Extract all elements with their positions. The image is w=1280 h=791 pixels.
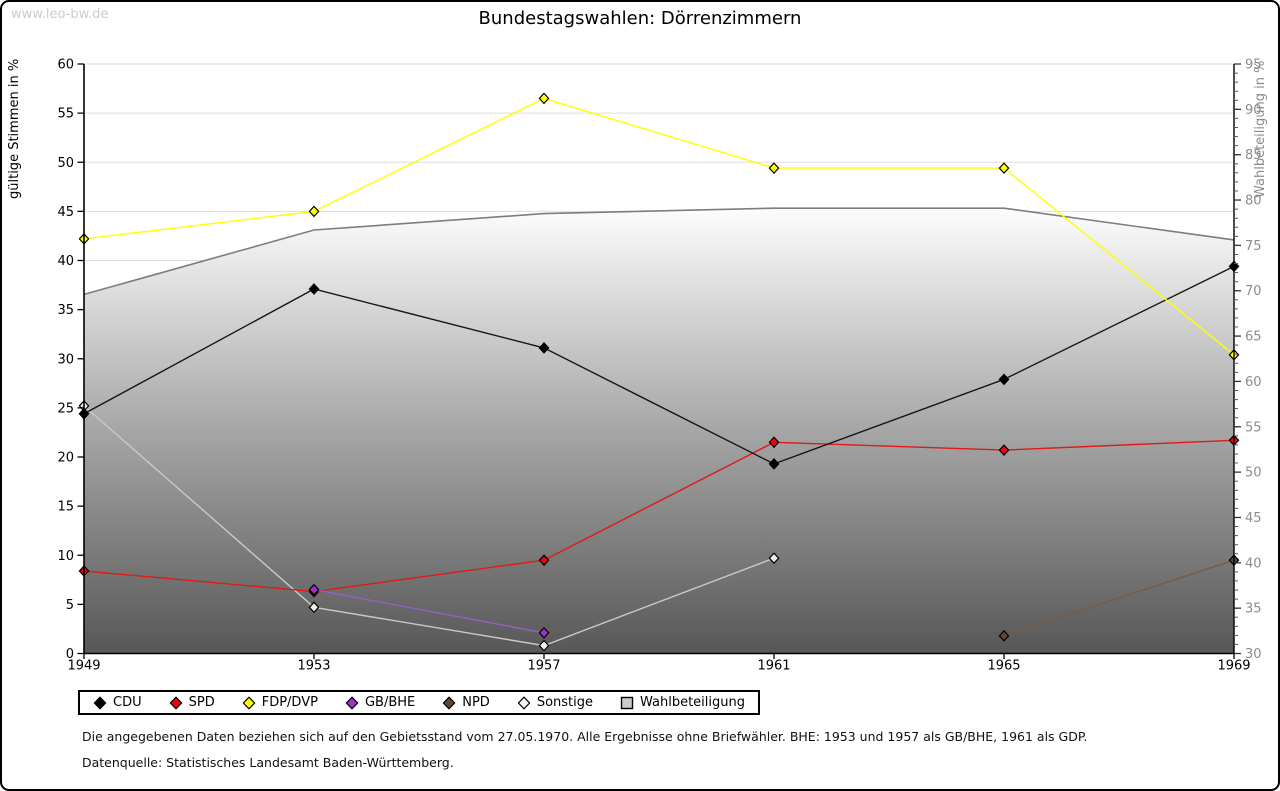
svg-text:50: 50 bbox=[57, 156, 74, 171]
svg-text:50: 50 bbox=[1245, 466, 1262, 481]
svg-text:25: 25 bbox=[57, 401, 74, 416]
legend-item-gb-bhe: GB/BHE bbox=[345, 695, 415, 710]
wahlbeteiligung-area bbox=[83, 207, 1235, 654]
legend-item-cdu: CDU bbox=[93, 695, 142, 710]
svg-text:70: 70 bbox=[1245, 284, 1262, 299]
series-gb-bhe bbox=[308, 583, 550, 639]
footnote-gebietsstand: Die angegebenen Daten beziehen sich auf … bbox=[82, 729, 1088, 744]
svg-text:0: 0 bbox=[66, 647, 74, 662]
svg-text:90: 90 bbox=[1245, 103, 1262, 118]
svg-text:1965: 1965 bbox=[987, 659, 1020, 674]
election-line-chart: 0 5 10 15 20 25 30 35 40 45 50 55 60 gült… bbox=[2, 2, 1278, 682]
svg-text:30: 30 bbox=[1245, 647, 1262, 662]
svg-text:60: 60 bbox=[1245, 375, 1262, 390]
legend-label-fdp-dvp: FDP/DVP bbox=[261, 695, 318, 710]
svg-text:40: 40 bbox=[57, 254, 74, 269]
legend-label-wahlbeteiligung: Wahlbeteiligung bbox=[640, 695, 746, 710]
series-sonstige bbox=[78, 400, 780, 652]
svg-text:45: 45 bbox=[57, 205, 74, 220]
legend-label-gb-bhe: GB/BHE bbox=[364, 695, 416, 710]
sonstige-legend-marker-icon bbox=[517, 695, 531, 710]
legend-label-cdu: CDU bbox=[113, 695, 142, 710]
legend-label-spd: SPD bbox=[188, 695, 215, 710]
svg-text:80: 80 bbox=[1245, 194, 1262, 209]
legend-item-npd: NPD bbox=[442, 695, 490, 710]
svg-text:35: 35 bbox=[57, 303, 74, 318]
chart-legend: CDU SPD FDP/DVP GB/BHE NPD Sonstige Wahlbeteil… bbox=[78, 690, 761, 715]
svg-text:Wahlbeteiligung in %: Wahlbeteiligung in % bbox=[1253, 61, 1268, 198]
legend-item-fdp-dvp: FDP/DVP bbox=[242, 695, 318, 710]
svg-text:1953: 1953 bbox=[297, 659, 330, 674]
right-axis: 30 35 40 45 50 55 60 65 70 75 80 85 90 9… bbox=[1233, 58, 1268, 662]
svg-text:60: 60 bbox=[57, 58, 74, 73]
cdu-legend-marker-icon bbox=[93, 695, 107, 710]
svg-text:85: 85 bbox=[1245, 148, 1262, 163]
svg-text:1961: 1961 bbox=[757, 659, 790, 674]
chart-title: Bundestagswahlen: Dörrenzimmern bbox=[478, 8, 802, 29]
svg-text:75: 75 bbox=[1245, 239, 1262, 254]
legend-item-sonstige: Sonstige bbox=[517, 695, 593, 710]
svg-text:1949: 1949 bbox=[67, 659, 100, 674]
svg-text:gültige Stimmen in %: gültige Stimmen in % bbox=[7, 59, 22, 199]
legend-item-spd: SPD bbox=[169, 695, 215, 710]
gb-bhe-legend-marker-icon bbox=[345, 695, 359, 710]
x-axis: 1949 1953 1957 1961 1965 1969 bbox=[67, 652, 1251, 674]
svg-text:10: 10 bbox=[57, 549, 74, 564]
npd-legend-marker-icon bbox=[442, 695, 456, 710]
svg-text:55: 55 bbox=[1245, 420, 1262, 435]
spd-legend-marker-icon bbox=[169, 695, 183, 710]
svg-text:40: 40 bbox=[1245, 556, 1262, 571]
svg-text:1969: 1969 bbox=[1217, 659, 1250, 674]
legend-item-wahlbeteiligung: Wahlbeteiligung bbox=[620, 695, 745, 710]
svg-text:5: 5 bbox=[66, 598, 74, 613]
footnote-datenquelle: Datenquelle: Statistisches Landesamt Bad… bbox=[82, 755, 454, 770]
svg-text:95: 95 bbox=[1245, 58, 1262, 73]
svg-text:1957: 1957 bbox=[527, 659, 560, 674]
svg-text:20: 20 bbox=[57, 451, 74, 466]
svg-text:35: 35 bbox=[1245, 602, 1262, 617]
fdp-dvp-legend-marker-icon bbox=[242, 695, 256, 710]
svg-text:30: 30 bbox=[57, 352, 74, 367]
wahlbeteiligung-legend-swatch-icon bbox=[620, 696, 634, 709]
svg-text:55: 55 bbox=[57, 107, 74, 122]
svg-text:15: 15 bbox=[57, 500, 74, 515]
leo-bw-watermark: www.leo-bw.de bbox=[11, 7, 109, 22]
legend-label-sonstige: Sonstige bbox=[536, 695, 593, 710]
chart-canvas: 0 5 10 15 20 25 30 35 40 45 50 55 60 gült… bbox=[7, 58, 1268, 674]
legend-label-npd: NPD bbox=[462, 695, 490, 710]
svg-text:45: 45 bbox=[1245, 511, 1262, 526]
svg-text:65: 65 bbox=[1245, 330, 1262, 345]
left-axis: 0 5 10 15 20 25 30 35 40 45 50 55 60 gült… bbox=[7, 58, 85, 662]
